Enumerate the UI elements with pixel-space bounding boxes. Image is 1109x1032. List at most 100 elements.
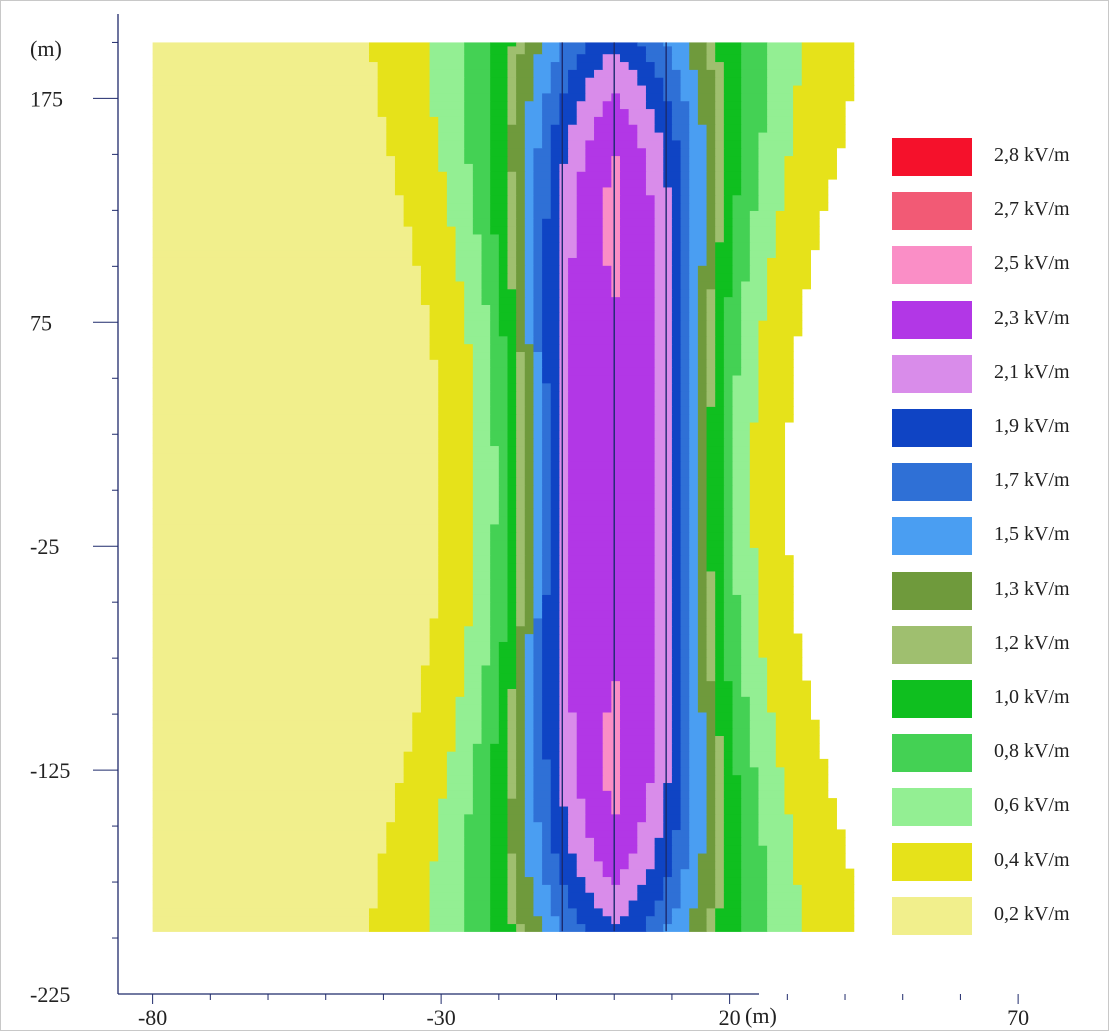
field-cell xyxy=(697,382,708,392)
field-cell xyxy=(723,147,742,157)
field-cell xyxy=(689,202,708,211)
field-cell xyxy=(741,139,760,149)
field-cell xyxy=(420,704,457,713)
field-cell xyxy=(680,892,699,901)
field-cell xyxy=(723,845,742,854)
field-cell xyxy=(550,155,569,164)
field-cell xyxy=(741,837,760,846)
field-cell xyxy=(697,398,708,407)
field-cell xyxy=(516,429,526,439)
field-cell xyxy=(152,53,370,63)
field-cell xyxy=(550,508,561,517)
field-cell xyxy=(516,664,526,674)
field-cell xyxy=(568,280,612,290)
field-cell xyxy=(498,476,509,486)
field-cell xyxy=(637,131,664,141)
field-cell xyxy=(455,226,474,235)
field-cell xyxy=(516,398,526,407)
field-cell xyxy=(723,641,742,650)
field-cell xyxy=(403,218,448,227)
field-cell xyxy=(594,845,638,854)
field-cell xyxy=(152,508,439,517)
field-cell xyxy=(533,194,552,204)
field-cell xyxy=(697,280,716,290)
field-cell xyxy=(152,131,387,141)
field-cell xyxy=(758,633,803,642)
field-cell xyxy=(152,852,379,862)
field-cell xyxy=(723,155,742,164)
field-cell xyxy=(576,766,604,776)
field-cell xyxy=(498,484,509,494)
field-cell xyxy=(654,531,673,541)
field-cell xyxy=(559,265,569,274)
field-cell xyxy=(671,852,690,862)
field-cell xyxy=(801,77,855,86)
field-cell xyxy=(152,155,396,164)
field-cell xyxy=(455,265,483,274)
field-cell xyxy=(749,233,777,243)
field-cell xyxy=(481,233,500,243)
field-cell xyxy=(559,280,569,290)
field-cell xyxy=(516,453,526,462)
field-cell xyxy=(472,508,500,517)
field-cell xyxy=(680,445,690,454)
field-cell xyxy=(741,296,768,305)
field-cell xyxy=(576,100,604,110)
field-cell xyxy=(663,42,690,47)
field-cell xyxy=(507,367,517,376)
field-cell xyxy=(715,923,742,932)
field-cell xyxy=(559,774,578,784)
field-cell xyxy=(715,84,725,94)
field-cell xyxy=(464,688,483,697)
field-cell xyxy=(723,77,742,86)
field-cell xyxy=(793,100,846,110)
field-cell xyxy=(723,570,734,580)
field-cell xyxy=(464,907,491,917)
field-cell xyxy=(152,226,413,235)
field-cell xyxy=(706,249,716,258)
field-cell xyxy=(741,860,768,870)
field-cell xyxy=(498,320,517,329)
field-cell xyxy=(542,539,552,548)
field-cell xyxy=(715,210,725,219)
field-cell xyxy=(697,437,708,447)
field-cell xyxy=(490,625,509,635)
field-cell xyxy=(386,131,439,141)
field-cell xyxy=(654,210,673,219)
field-cell xyxy=(741,131,760,141)
field-cell xyxy=(533,461,543,470)
field-cell xyxy=(697,633,708,642)
field-cell xyxy=(559,335,569,345)
field-cell xyxy=(689,453,699,462)
field-cell xyxy=(542,500,552,509)
field-cell xyxy=(654,390,673,400)
field-cell xyxy=(654,280,673,290)
field-cell xyxy=(516,610,526,619)
field-cell xyxy=(524,390,535,400)
field-cell xyxy=(697,876,716,885)
field-cell xyxy=(472,461,500,470)
field-cell xyxy=(559,273,569,282)
field-cell xyxy=(715,77,725,86)
legend-label: 1,0 kV/m xyxy=(994,686,1070,708)
field-cell xyxy=(715,280,734,290)
field-cell xyxy=(542,218,561,227)
field-cell xyxy=(559,508,569,517)
field-cell xyxy=(784,774,829,784)
field-cell xyxy=(697,531,708,541)
field-cell xyxy=(594,124,638,133)
field-cell xyxy=(784,163,837,172)
field-cell xyxy=(550,805,569,815)
field-cell xyxy=(680,367,690,376)
field-cell xyxy=(767,672,803,682)
legend-swatch xyxy=(892,842,972,881)
field-cell xyxy=(550,758,561,768)
field-cell xyxy=(152,218,405,227)
field-cell xyxy=(568,124,595,133)
field-cell xyxy=(420,672,465,682)
field-cell xyxy=(723,876,742,885)
field-cell xyxy=(715,602,725,611)
field-cell xyxy=(446,774,474,784)
field-cell xyxy=(542,555,552,564)
